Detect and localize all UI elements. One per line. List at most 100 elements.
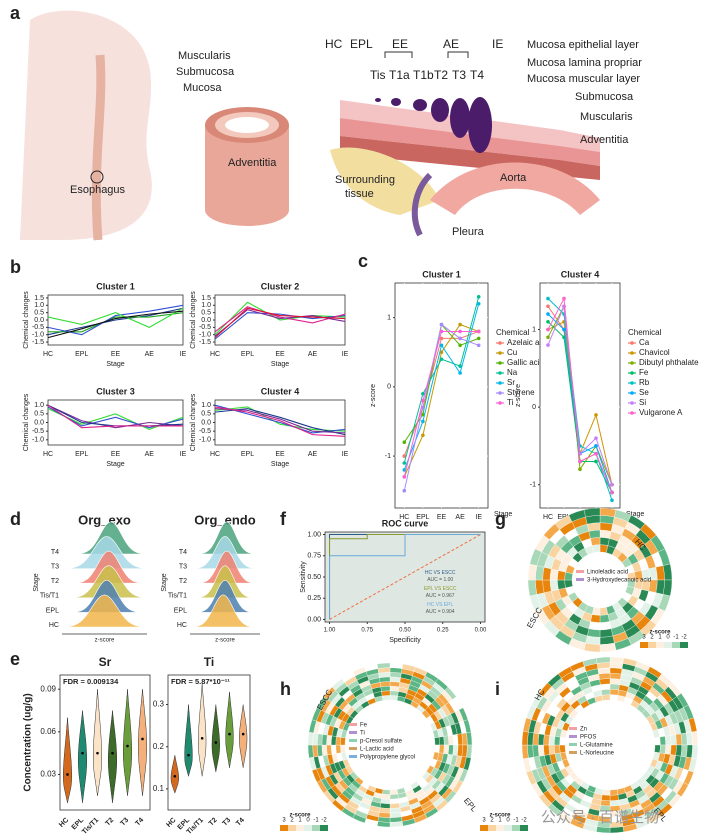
scale-cell (672, 642, 680, 648)
tumor (391, 98, 401, 106)
heatmap-cell (389, 807, 401, 814)
y-tick-label: -0.5 (199, 428, 211, 435)
heatmap-cell (596, 662, 611, 669)
heatmap-cell (557, 579, 566, 590)
heatmap-cell (330, 744, 337, 755)
scale-tick-label: -2 (321, 818, 327, 824)
y-tick-label: 0.5 (201, 309, 211, 316)
pleura (411, 172, 433, 237)
tissue-submucosa (340, 118, 600, 166)
legend-swatch (498, 381, 502, 385)
x-tick-label: HC (43, 451, 53, 458)
tumor (431, 98, 449, 122)
point (476, 336, 481, 341)
heatmap-cell (452, 734, 459, 746)
heatmap-cell (532, 744, 540, 758)
y-tick-label: 0.09 (40, 684, 56, 693)
heatmap-cell (379, 681, 391, 688)
ridge (189, 594, 261, 628)
anatomy-label: Submucosa (176, 66, 235, 78)
scale-cell (656, 642, 664, 648)
point (578, 467, 582, 472)
scale-tick-label: -1 (673, 635, 679, 641)
heatmap-cell (559, 744, 566, 754)
heatmap-cell (691, 744, 699, 759)
heatmap-cell (680, 732, 688, 746)
tumor (413, 99, 427, 111)
x-tick-label: 1.00 (324, 628, 336, 634)
panel-letter: g (495, 509, 506, 529)
anatomy-label: Adventitia (228, 157, 277, 169)
legend-label: L-Glutamine (580, 743, 613, 749)
annotation: FDR = 5.87*10⁻¹¹ (171, 677, 230, 686)
legend-swatch (498, 341, 502, 345)
y-tick-label: EPL (46, 607, 59, 614)
x-tick-label: HC (399, 514, 409, 521)
median (214, 741, 218, 744)
circular-heatmap (527, 507, 673, 653)
y-tick-label: T2 (179, 578, 187, 585)
x-axis-label: Stage (106, 461, 124, 468)
heatmap-cell (389, 812, 402, 818)
heatmap-cell (601, 794, 611, 801)
series-line (47, 404, 184, 427)
heatmap-cell (438, 744, 445, 754)
y-tick-label: 1.5 (34, 295, 44, 302)
x-axis-label: Stage (494, 511, 512, 518)
legend-swatch (569, 727, 577, 730)
legend-label: AUC = 1.00 (427, 577, 453, 583)
heatmap-cell (680, 744, 688, 758)
legend-swatch (569, 743, 577, 746)
point (610, 482, 614, 487)
panel-letter: d (10, 509, 21, 529)
circular-heatmap (521, 656, 699, 834)
legend-label: p-Cresol sulfate (360, 739, 403, 745)
y-tick-label: 0.5 (34, 309, 44, 316)
legend-label: L-Lactic acid (360, 747, 394, 753)
heatmap-cell (554, 736, 561, 746)
heatmap-cell (599, 529, 612, 539)
anatomy-label: Tis (370, 68, 386, 82)
heatmap-cell (543, 734, 550, 746)
heatmap-cell (321, 744, 328, 756)
legend-label: HC VS EPL (427, 602, 453, 608)
point (421, 405, 425, 410)
legend-swatch (630, 401, 634, 405)
esophagus-tube (91, 54, 106, 241)
x-tick-label: HC (210, 351, 220, 358)
y-tick-label: -0.5 (32, 324, 44, 331)
legend-label: Fe (360, 723, 368, 729)
legend-swatch (630, 371, 634, 375)
esophagus-marker (90, 170, 104, 184)
surrounding-tissue (330, 147, 440, 215)
legend-label: EPL VS ESCC (424, 586, 457, 592)
legend-swatch (498, 391, 502, 395)
heatmap-cell (389, 685, 400, 692)
scale-tick-label: 1 (498, 818, 502, 824)
y-tick-label: -0.5 (199, 324, 211, 331)
scale-tick-label: 3 (282, 818, 286, 824)
legend-label: Na (507, 368, 518, 377)
point (402, 440, 407, 445)
series-line (47, 310, 184, 339)
y-tick-label: 1.0 (34, 302, 44, 309)
heatmap-cell (600, 799, 611, 807)
legend-label: Polypropylene glycol (360, 755, 415, 761)
point (458, 336, 462, 341)
scale-cell (504, 825, 512, 831)
scale-cell (496, 825, 504, 831)
heatmap-cell (686, 744, 693, 759)
x-tick-label: IE (180, 451, 187, 458)
x-tick-label: AE (145, 451, 155, 458)
point (439, 357, 444, 361)
heatmap-cell (654, 744, 661, 754)
scale-cell (280, 825, 288, 831)
series-line (214, 307, 346, 339)
heatmap-cell (609, 662, 624, 669)
panel-letter: h (280, 679, 291, 699)
heatmap-cell (600, 683, 611, 691)
point (476, 343, 481, 348)
x-tick-label: EPL (241, 351, 254, 358)
point (610, 498, 614, 503)
heatmap-cell (452, 744, 459, 756)
